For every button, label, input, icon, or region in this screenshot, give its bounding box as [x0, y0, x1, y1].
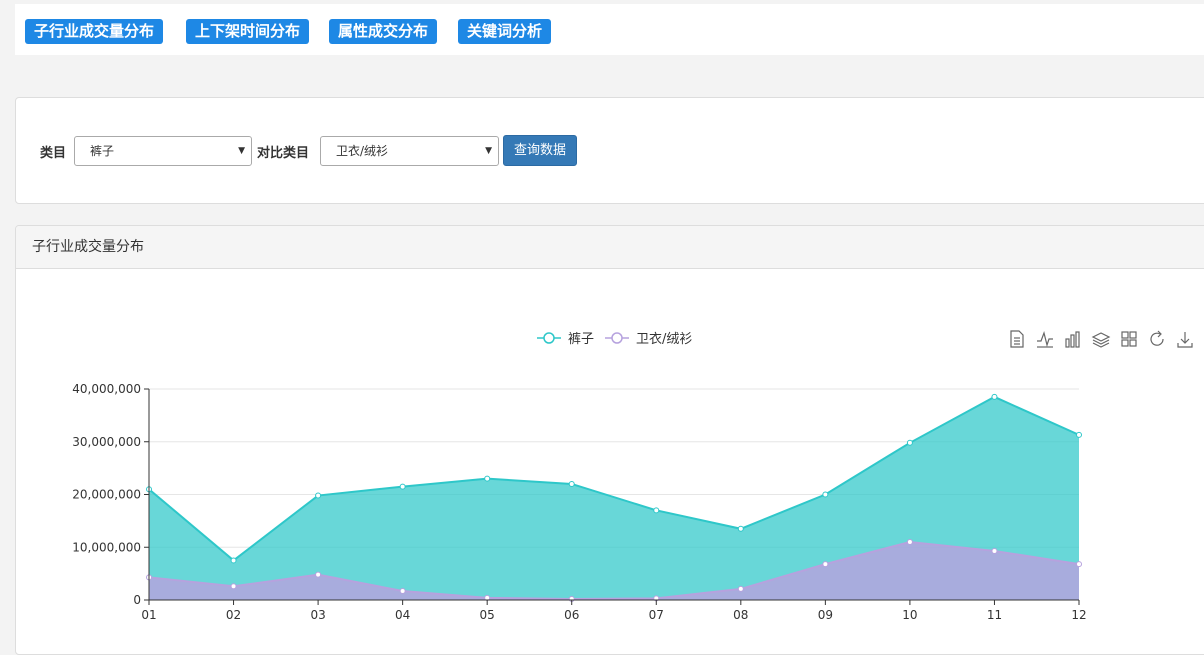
y-tick-label: 40,000,000: [72, 382, 141, 396]
x-tick-label: 07: [649, 608, 664, 622]
top-nav-bar: 子行业成交量分布 上下架时间分布 属性成交分布 关键词分析: [15, 4, 1204, 55]
x-tick-label: 04: [395, 608, 410, 622]
series-line-1: [148, 395, 1080, 562]
tab-listing-time[interactable]: 上下架时间分布: [186, 19, 310, 44]
x-tick-label: 09: [818, 608, 833, 622]
data-point[interactable]: [991, 547, 998, 554]
series-area-1: [149, 396, 1079, 600]
bar-chart-icon[interactable]: [1065, 331, 1080, 348]
area-chart: 0 10,000,000 20,000,000 30,000,000 40,000,00…: [72, 330, 1193, 622]
series-area-2: [149, 541, 1079, 600]
category-select-value: 裤子: [90, 144, 115, 158]
data-point[interactable]: [737, 585, 744, 592]
data-point[interactable]: [906, 538, 913, 545]
query-data-button[interactable]: 查询数据: [503, 135, 577, 166]
compare-category-select[interactable]: 卫衣/绒衫 ▼: [320, 136, 499, 166]
data-point[interactable]: [315, 571, 322, 578]
dropdown-arrow-icon: ▼: [238, 146, 245, 156]
data-point[interactable]: [991, 393, 998, 400]
tiled-icon[interactable]: [1121, 331, 1137, 347]
x-tick-label: 10: [902, 608, 917, 622]
category-select[interactable]: 裤子 ▼: [74, 136, 252, 166]
data-point[interactable]: [399, 588, 406, 595]
restore-icon[interactable]: [1150, 330, 1164, 346]
compare-category-label: 对比类目: [257, 146, 310, 161]
data-point[interactable]: [568, 480, 575, 487]
data-point[interactable]: [737, 525, 744, 532]
data-point[interactable]: [906, 439, 913, 446]
data-point[interactable]: [230, 583, 237, 590]
data-point[interactable]: [315, 492, 322, 499]
data-point[interactable]: [822, 561, 829, 568]
y-tick-label: 30,000,000: [72, 435, 141, 449]
x-tick-label: 12: [1071, 608, 1086, 622]
y-tick-label: 0: [133, 593, 141, 607]
category-label: 类目: [40, 146, 67, 161]
data-point[interactable]: [1076, 431, 1082, 438]
data-point[interactable]: [484, 475, 491, 482]
legend-label[interactable]: 卫衣/绒衫: [636, 331, 692, 347]
data-point[interactable]: [399, 483, 406, 490]
tab-keyword-analysis[interactable]: 关键词分析: [458, 19, 552, 44]
series-line-2: [148, 540, 1080, 600]
query-panel: 类目 裤子 ▼ 对比类目 卫衣/绒衫 ▼ 查询数据: [15, 97, 1204, 204]
y-tick-label: 10,000,000: [72, 540, 141, 554]
data-point[interactable]: [822, 491, 829, 498]
x-tick-label: 05: [480, 608, 495, 622]
y-tick-label: 20,000,000: [72, 488, 141, 502]
data-point[interactable]: [230, 557, 237, 564]
save-image-icon[interactable]: [1177, 332, 1193, 348]
x-tick-label: 06: [564, 608, 579, 622]
data-point[interactable]: [653, 507, 660, 514]
x-tick-label: 11: [987, 608, 1002, 622]
compare-select-value: 卫衣/绒衫: [336, 144, 389, 158]
line-chart-icon[interactable]: [1037, 330, 1053, 348]
legend-label[interactable]: 裤子: [568, 332, 594, 347]
tab-attribute-deals[interactable]: 属性成交分布: [329, 19, 438, 44]
panel-title: 子行业成交量分布: [16, 226, 1204, 269]
tab-subindustry-volume[interactable]: 子行业成交量分布: [25, 19, 164, 44]
legend-marker[interactable]: [543, 332, 555, 344]
data-view-icon[interactable]: [1010, 330, 1024, 348]
stack-icon[interactable]: [1091, 332, 1111, 348]
data-point[interactable]: [1076, 561, 1082, 568]
legend-marker[interactable]: [611, 332, 623, 344]
dropdown-arrow-icon: ▼: [485, 146, 492, 156]
x-tick-label: 08: [733, 608, 748, 622]
x-tick-label: 02: [226, 608, 241, 622]
chart-panel: 子行业成交量分布 0 10,000,000 20,000,000 30,000,000…: [15, 225, 1204, 655]
x-tick-label: 01: [141, 608, 156, 622]
x-tick-label: 03: [310, 608, 325, 622]
